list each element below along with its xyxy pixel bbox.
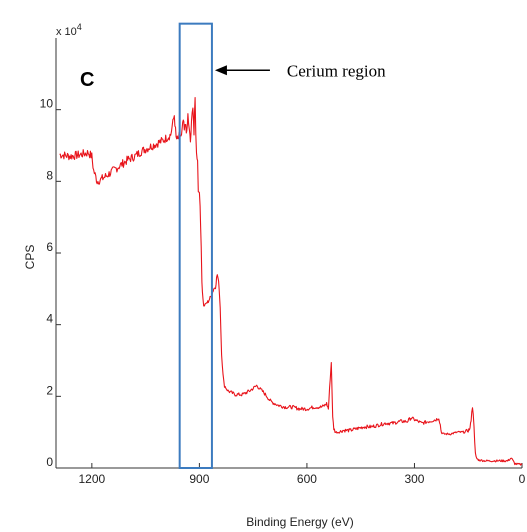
annotation-arrow	[214, 65, 270, 76]
x-tick-label: 0	[519, 472, 526, 486]
cerium-region-box	[178, 22, 213, 470]
x-tick-label: 900	[189, 472, 209, 486]
axes	[55, 38, 522, 469]
x-axis-label: Binding Energy (eV)	[246, 515, 353, 529]
y-tick-label: 8	[46, 168, 53, 182]
axis-ticks: 1200 900 600 300 0 0 2 4 6 8 10	[40, 97, 526, 486]
y-tick-label: 2	[46, 383, 53, 397]
y-tick-label: 4	[46, 312, 53, 326]
y-multiplier: x 104	[56, 22, 82, 38]
x-tick-label: 600	[297, 472, 317, 486]
y-tick-label: 10	[40, 97, 54, 111]
annotation-cerium-region: Cerium region	[287, 61, 386, 80]
arrow-head	[214, 65, 227, 76]
x-tick-label: 300	[404, 472, 424, 486]
y-multiplier-exponent: 4	[77, 22, 82, 32]
x-tick-label: 1200	[78, 472, 105, 486]
y-tick-label: 6	[46, 240, 53, 254]
panel-label: C	[80, 69, 94, 91]
series-line-spectrum	[59, 97, 523, 466]
y-tick-label: 0	[46, 455, 53, 469]
y-axis-label: CPS	[23, 245, 37, 270]
